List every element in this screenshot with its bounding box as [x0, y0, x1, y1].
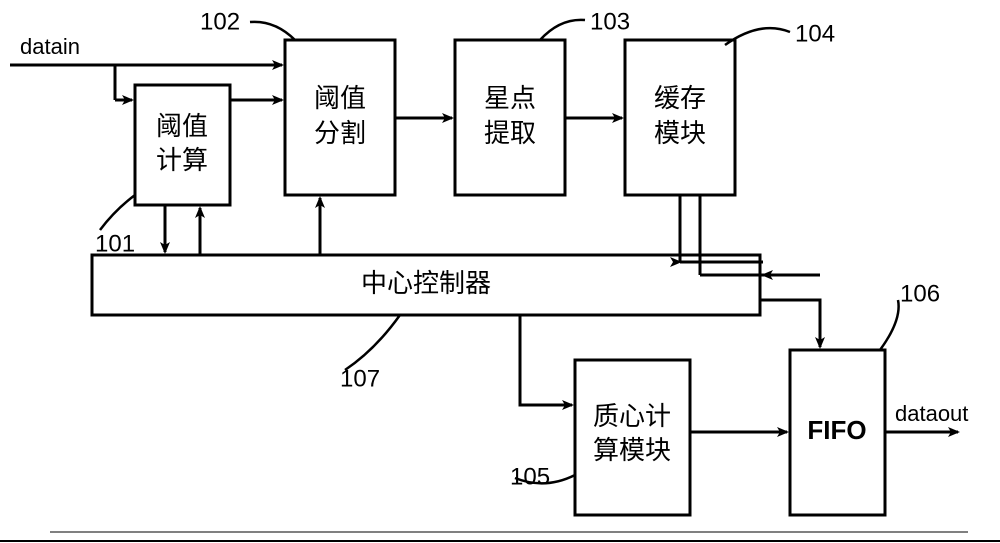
ref-106: 106 [900, 280, 940, 307]
dataout-label: dataout [895, 401, 968, 426]
lead-106 [880, 300, 899, 350]
block-101-label-l1: 阈值 [156, 111, 208, 141]
ref-104: 104 [795, 20, 835, 47]
block-diagram: datain 阈值 计算 阈值 分割 星点 提取 缓存 模块 中心控制器 [0, 0, 1000, 543]
ref-101: 101 [95, 230, 135, 257]
ref-107: 107 [340, 365, 380, 392]
block-105-label-l2: 算模块 [593, 435, 671, 465]
lead-103 [540, 20, 585, 40]
ref-105: 105 [510, 463, 550, 490]
block-102-label-l2: 分割 [314, 118, 366, 148]
ref-102: 102 [200, 8, 240, 35]
r2-ctrl-to-fifo [760, 300, 820, 347]
block-103-label-l2: 提取 [484, 118, 536, 148]
block-104-label-l2: 模块 [654, 118, 706, 148]
lead-101 [100, 195, 135, 230]
block-103-label-l1: 星点 [484, 83, 536, 113]
block-101-label-l2: 计算 [156, 145, 208, 175]
ref-103: 103 [590, 8, 630, 35]
block-105-label-l1: 质心计 [593, 401, 671, 431]
block-104-label-l1: 缓存 [654, 83, 706, 113]
lead-102 [250, 22, 295, 40]
block-107-label: 中心控制器 [361, 268, 491, 298]
block-102-label-l1: 阈值 [314, 83, 366, 113]
ctrl-to-105 [520, 315, 572, 405]
block-106-label: FIFO [807, 415, 866, 445]
lead-107 [345, 315, 400, 370]
datain-label: datain [20, 34, 80, 59]
